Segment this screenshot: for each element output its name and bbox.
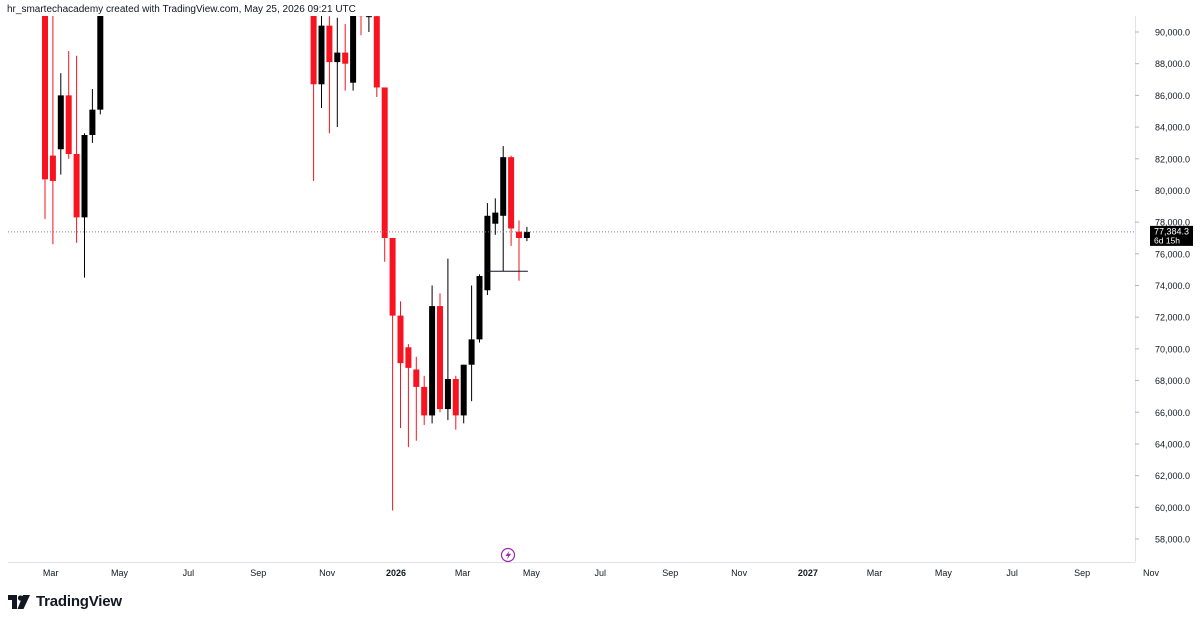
- candle-body: [65, 95, 72, 154]
- price-tick-label: 90,000.0: [1155, 28, 1190, 38]
- candle-body: [405, 347, 412, 368]
- candle-body: [350, 16, 357, 83]
- time-tick-label: Sep: [1074, 568, 1090, 578]
- price-tick-label: 84,000.0: [1155, 123, 1190, 133]
- candle-body: [492, 212, 499, 224]
- tradingview-logo-icon: [8, 594, 30, 609]
- time-tick-label: Nov: [1143, 568, 1160, 578]
- candle-body: [310, 16, 317, 85]
- price-tick-label: 88,000.0: [1155, 59, 1190, 69]
- candle-body: [452, 378, 459, 416]
- candle-body: [484, 215, 491, 291]
- price-tick-label: 80,000.0: [1155, 186, 1190, 196]
- candle-body: [508, 157, 515, 229]
- price-tick-label: 82,000.0: [1155, 154, 1190, 164]
- candle-body: [460, 364, 467, 416]
- price-axis[interactable]: 58,000.0 60,000.0 62,000.0 64,000.0 66,000.0…: [1135, 16, 1190, 562]
- candle-body: [365, 16, 372, 18]
- price-tick-label: 76,000.0: [1155, 249, 1190, 259]
- candle-body: [49, 155, 56, 181]
- candle-body: [97, 16, 104, 110]
- candles: [42, 16, 530, 511]
- candle-body: [500, 157, 507, 216]
- candle-body: [444, 378, 451, 410]
- time-tick-label: Jul: [594, 568, 606, 578]
- time-tick-label: Jul: [183, 568, 195, 578]
- price-tick-label: 60,000.0: [1155, 503, 1190, 513]
- overlays: [8, 231, 1135, 272]
- candle-body: [468, 339, 475, 365]
- candle-body: [476, 275, 483, 340]
- price-tick-label: 86,000.0: [1155, 91, 1190, 101]
- candle-body: [81, 134, 88, 218]
- time-tick-label: Nov: [319, 568, 336, 578]
- candle-body: [342, 52, 349, 64]
- created-text: created with TradingView.com, May 25, 20…: [105, 4, 356, 15]
- time-tick-label: Nov: [731, 568, 748, 578]
- time-tick-label: Mar: [455, 568, 471, 578]
- candle-body: [42, 16, 48, 180]
- tradingview-brand: TradingView: [8, 593, 122, 610]
- candle-body: [389, 237, 396, 316]
- time-axis[interactable]: Mar May Jul Sep Nov 2026 Mar May Jul Sep Nov 2027 Ma…: [8, 562, 1200, 579]
- chart-attribution: hr_smartechacademy created with TradingV…: [7, 4, 356, 15]
- candle-body: [381, 87, 388, 238]
- candle-body: [437, 306, 443, 410]
- candle-body: [326, 25, 333, 63]
- time-tick-label: 2026: [386, 568, 406, 578]
- lightning-icon-bolt: [505, 550, 511, 560]
- time-tick-label: May: [111, 568, 129, 578]
- price-tick-label: 62,000.0: [1155, 471, 1190, 481]
- time-tick-label: Sep: [250, 568, 266, 578]
- candle-body: [373, 16, 380, 88]
- candle-body: [421, 386, 428, 416]
- price-tick-label: 70,000.0: [1155, 344, 1190, 354]
- candle-body: [413, 369, 420, 387]
- candle-body: [516, 231, 522, 238]
- time-tick-label: Jul: [1006, 568, 1018, 578]
- price-tick-label: 74,000.0: [1155, 281, 1190, 291]
- time-tick-label: Mar: [43, 568, 59, 578]
- price-tick-label: 78,000.0: [1155, 218, 1190, 228]
- brand-name: TradingView: [36, 593, 122, 610]
- candle-body: [358, 16, 364, 17]
- candle-body: [89, 109, 96, 135]
- time-tick-label: May: [935, 568, 953, 578]
- author-name: hr_smartechacademy: [7, 4, 104, 15]
- time-tick-label: May: [523, 568, 541, 578]
- candle-body: [523, 231, 530, 238]
- time-tick-label: 2027: [798, 568, 818, 578]
- lightning-icon[interactable]: [500, 547, 516, 563]
- candle-body: [318, 25, 325, 85]
- time-tick-label: Mar: [867, 568, 883, 578]
- price-tick-label: 68,000.0: [1155, 376, 1190, 386]
- price-tick-label: 58,000.0: [1155, 535, 1190, 545]
- time-tick-label: Sep: [662, 568, 678, 578]
- candle-body: [429, 306, 436, 416]
- candle-body: [397, 315, 404, 364]
- candle-body: [334, 52, 341, 63]
- current-price-label: 77,384.3 6d 15h: [1150, 225, 1193, 246]
- candle-body: [73, 153, 80, 218]
- current-price-value: 77,384.3: [1154, 226, 1189, 236]
- price-tick-label: 66,000.0: [1155, 408, 1190, 418]
- candle-countdown: 6d 15h: [1154, 235, 1180, 245]
- candle-body: [57, 95, 64, 150]
- price-tick-label: 72,000.0: [1155, 313, 1190, 323]
- current-price-label-bg: [1150, 225, 1193, 246]
- price-tick-label: 64,000.0: [1155, 439, 1190, 449]
